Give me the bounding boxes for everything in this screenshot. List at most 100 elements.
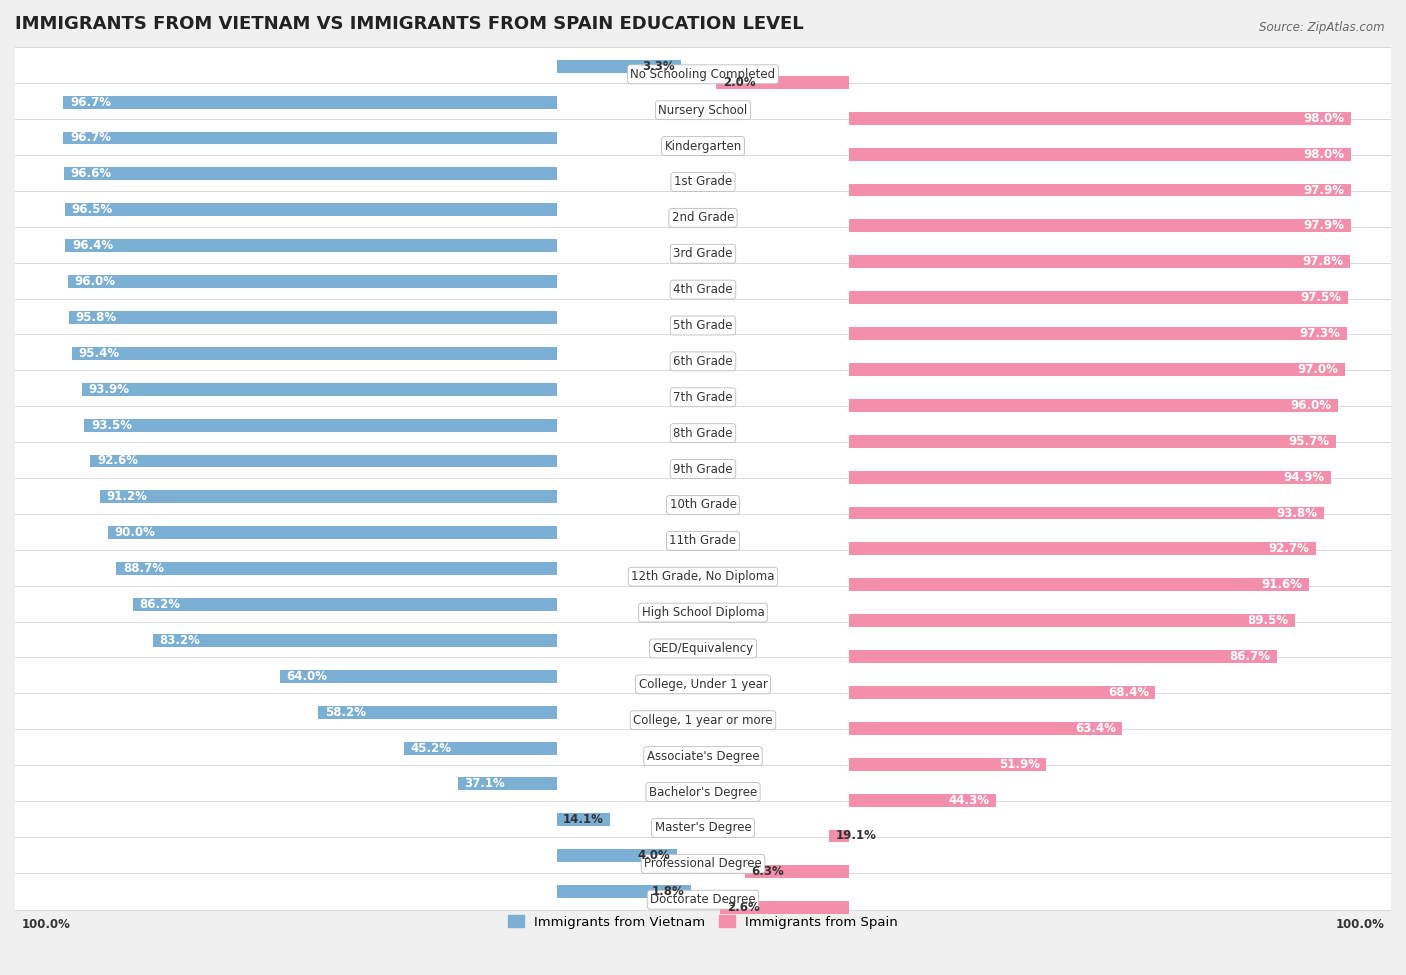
Bar <box>90 454 557 467</box>
Bar <box>132 598 557 611</box>
Text: 97.3%: 97.3% <box>1299 327 1340 340</box>
Bar <box>8 407 1398 444</box>
Text: Doctorate Degree: Doctorate Degree <box>650 893 756 906</box>
Bar <box>849 686 1156 699</box>
Text: 3rd Grade: 3rd Grade <box>673 248 733 260</box>
Bar <box>318 706 557 719</box>
Text: 93.5%: 93.5% <box>91 418 132 432</box>
Bar <box>280 670 557 682</box>
Text: Kindergarten: Kindergarten <box>665 139 741 152</box>
Text: 96.7%: 96.7% <box>70 132 111 144</box>
Text: 96.4%: 96.4% <box>72 239 112 253</box>
Text: 100.0%: 100.0% <box>21 917 70 930</box>
Text: 1.8%: 1.8% <box>652 885 685 898</box>
Text: 9th Grade: 9th Grade <box>673 462 733 476</box>
Bar <box>745 866 849 878</box>
Bar <box>8 657 1398 695</box>
Text: 97.9%: 97.9% <box>1303 219 1344 232</box>
Text: 2.6%: 2.6% <box>727 901 759 915</box>
Text: 2nd Grade: 2nd Grade <box>672 212 734 224</box>
Text: 88.7%: 88.7% <box>122 563 165 575</box>
Text: 92.6%: 92.6% <box>97 454 138 467</box>
Bar <box>8 48 1398 85</box>
Bar <box>65 239 557 253</box>
Text: 4.0%: 4.0% <box>637 849 669 862</box>
Text: 90.0%: 90.0% <box>114 526 155 539</box>
Bar <box>8 801 1398 838</box>
Bar <box>849 758 1046 770</box>
Legend: Immigrants from Vietnam, Immigrants from Spain: Immigrants from Vietnam, Immigrants from… <box>503 910 903 934</box>
Bar <box>8 765 1398 802</box>
Text: 19.1%: 19.1% <box>837 830 877 842</box>
Text: 91.2%: 91.2% <box>107 490 148 503</box>
Bar <box>72 347 557 360</box>
Text: Nursery School: Nursery School <box>658 103 748 117</box>
Bar <box>8 837 1398 875</box>
Bar <box>67 275 557 288</box>
Bar <box>720 901 849 915</box>
Bar <box>849 255 1350 268</box>
Text: 4th Grade: 4th Grade <box>673 283 733 296</box>
Text: 63.4%: 63.4% <box>1074 722 1116 735</box>
Text: 95.7%: 95.7% <box>1288 435 1330 448</box>
Text: Source: ZipAtlas.com: Source: ZipAtlas.com <box>1260 21 1385 34</box>
Bar <box>8 586 1398 623</box>
Bar <box>84 418 557 432</box>
Bar <box>8 370 1398 408</box>
Text: College, Under 1 year: College, Under 1 year <box>638 678 768 691</box>
Text: 51.9%: 51.9% <box>998 758 1039 770</box>
Text: 14.1%: 14.1% <box>562 813 603 827</box>
Bar <box>849 542 1316 556</box>
Bar <box>849 507 1323 520</box>
Bar <box>8 119 1398 157</box>
Text: 96.5%: 96.5% <box>72 203 112 216</box>
Bar <box>100 490 557 503</box>
Text: 97.5%: 97.5% <box>1301 292 1341 304</box>
Text: 98.0%: 98.0% <box>1303 112 1344 125</box>
Text: 86.7%: 86.7% <box>1229 650 1270 663</box>
Text: 12th Grade, No Diploma: 12th Grade, No Diploma <box>631 570 775 583</box>
Bar <box>849 147 1351 161</box>
Bar <box>8 298 1398 336</box>
Bar <box>557 885 692 898</box>
Bar <box>63 132 557 144</box>
Bar <box>849 578 1309 591</box>
Text: Associate's Degree: Associate's Degree <box>647 750 759 762</box>
Text: 2.0%: 2.0% <box>723 76 755 89</box>
Text: 95.8%: 95.8% <box>76 311 117 324</box>
Bar <box>153 634 557 646</box>
Text: 11th Grade: 11th Grade <box>669 534 737 547</box>
Text: 5th Grade: 5th Grade <box>673 319 733 332</box>
Text: IMMIGRANTS FROM VIETNAM VS IMMIGRANTS FROM SPAIN EDUCATION LEVEL: IMMIGRANTS FROM VIETNAM VS IMMIGRANTS FR… <box>15 15 804 33</box>
Bar <box>8 262 1398 300</box>
Bar <box>849 327 1347 340</box>
Text: 44.3%: 44.3% <box>949 794 990 806</box>
Bar <box>849 471 1331 484</box>
Text: 6th Grade: 6th Grade <box>673 355 733 368</box>
Bar <box>849 614 1295 627</box>
Bar <box>65 204 557 216</box>
Text: 93.9%: 93.9% <box>89 383 129 396</box>
Text: College, 1 year or more: College, 1 year or more <box>633 714 773 726</box>
Bar <box>849 112 1351 125</box>
Text: 83.2%: 83.2% <box>159 634 200 646</box>
Text: 45.2%: 45.2% <box>411 742 451 755</box>
Text: High School Diploma: High School Diploma <box>641 606 765 619</box>
Bar <box>849 399 1339 411</box>
Text: 3.3%: 3.3% <box>643 59 675 73</box>
Text: 97.8%: 97.8% <box>1302 255 1343 268</box>
Bar <box>849 794 995 806</box>
Bar <box>557 813 610 826</box>
Bar <box>8 478 1398 516</box>
Text: 58.2%: 58.2% <box>325 706 366 719</box>
Text: 7th Grade: 7th Grade <box>673 391 733 404</box>
Bar <box>8 191 1398 228</box>
Bar <box>63 168 557 180</box>
Bar <box>457 777 557 791</box>
Bar <box>8 155 1398 193</box>
Text: 97.0%: 97.0% <box>1298 363 1339 376</box>
Text: 94.9%: 94.9% <box>1284 471 1324 484</box>
Text: Master's Degree: Master's Degree <box>655 821 751 835</box>
Bar <box>849 219 1351 232</box>
Text: 8th Grade: 8th Grade <box>673 427 733 440</box>
